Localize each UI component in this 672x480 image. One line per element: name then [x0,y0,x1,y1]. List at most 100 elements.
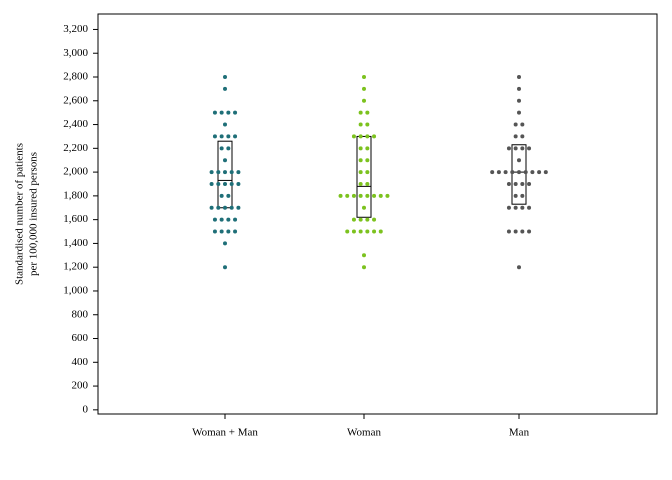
dot [537,170,542,175]
dot [372,193,377,198]
dot [358,110,363,115]
dot [358,193,363,198]
dot [209,181,214,186]
dot [365,122,370,127]
box [217,140,233,209]
dot [345,193,350,198]
dot [236,170,241,175]
dot [372,134,377,139]
dot [513,181,518,186]
y-tick-label: 2,400 [63,118,88,130]
dot [223,75,227,80]
dot [223,170,227,175]
dot [338,193,343,198]
y-tick-label: 2,600 [63,94,88,106]
dot [226,110,231,115]
dot [517,170,521,175]
dot [365,170,370,175]
dot [513,205,518,210]
dot [365,181,370,186]
y-tick-label: 200 [72,380,89,392]
dot [517,86,521,91]
y-tick-label: 2,800 [63,71,88,83]
dot [216,205,221,210]
y-tick-label: 400 [72,356,89,368]
dot [358,158,363,163]
dot [520,146,525,151]
dot [527,146,532,151]
dot [351,134,356,139]
dot [362,86,366,91]
dot [358,217,363,222]
dot [219,134,224,139]
dot [520,193,525,198]
x-tick-label: Woman + Man [192,427,258,439]
dot [358,134,363,139]
dot [212,110,217,115]
dot [506,181,511,186]
dot [223,86,227,91]
dot [517,110,521,115]
dot [209,170,214,175]
dot [236,205,241,210]
dot [219,229,224,234]
dot [513,229,518,234]
dot [527,181,532,186]
dot [365,229,370,234]
dot [378,193,383,198]
dot [358,122,363,127]
dot [223,181,227,186]
y-tick-label: 2,200 [63,142,88,154]
dot [219,193,224,198]
dot [506,229,511,234]
dot [378,229,383,234]
dot [212,229,217,234]
y-tick-label: 800 [72,308,89,320]
y-tick-label: 1,200 [63,261,88,273]
dot [520,205,525,210]
dot [543,170,548,175]
dot [226,217,231,222]
dot [216,181,221,186]
dot [223,241,227,246]
dot [233,110,238,115]
dot [513,146,518,151]
y-tick-label: 0 [83,403,89,415]
y-tick-label: 3,000 [63,47,88,59]
dot [223,205,227,210]
dot [358,146,363,151]
y-tick-label: 2,000 [63,166,88,178]
dot [229,170,234,175]
y-tick-label: 1,000 [63,285,88,297]
dot [223,265,227,270]
dot [365,146,370,151]
dot [219,110,224,115]
y-tick-label: 1,800 [63,189,88,201]
y-axis-title-line: Standardised number of patients [14,143,26,285]
dot [490,170,495,175]
dot [530,170,535,175]
dot [517,98,521,103]
dot [358,181,363,186]
dot [226,193,231,198]
dot [513,134,518,139]
dot [517,265,521,270]
dot [345,229,350,234]
plot-frame [97,13,658,415]
x-tick-label: Woman [347,427,381,439]
x-tick-label: Man [509,427,530,439]
dot [362,98,366,103]
dot [223,158,227,163]
dot [517,75,521,80]
dot [385,193,390,198]
y-tick-label: 1,400 [63,237,88,249]
box [511,144,527,205]
y-axis-title-line: per 100,000 insured persons [28,152,40,276]
y-tick-label: 3,200 [63,23,88,35]
dot [520,229,525,234]
dot [226,146,231,151]
dot [229,181,234,186]
dot [506,205,511,210]
dot [212,134,217,139]
